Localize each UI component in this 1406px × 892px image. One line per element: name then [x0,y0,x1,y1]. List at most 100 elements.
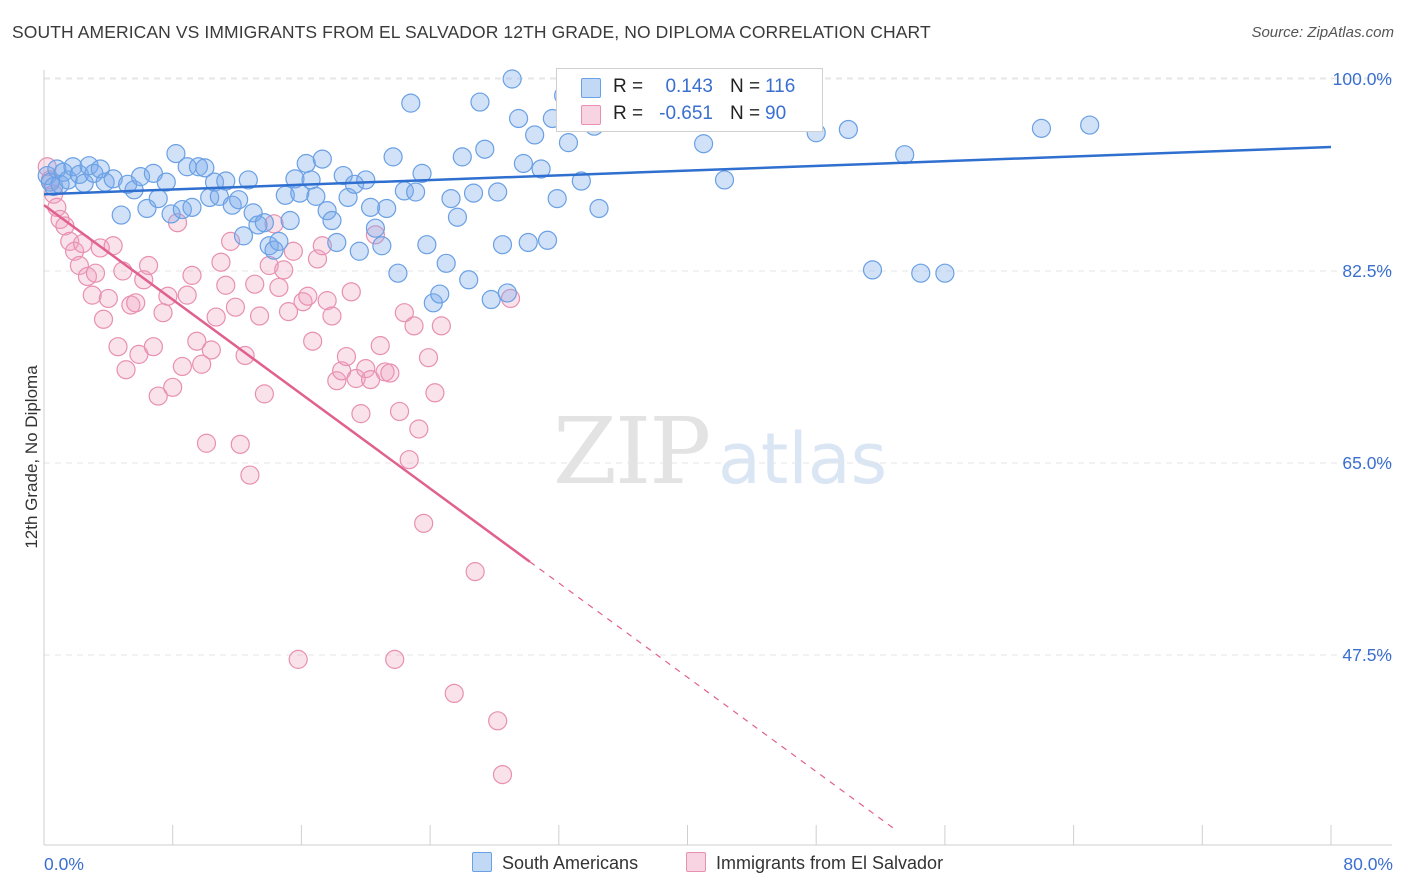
point-el-salvador [153,303,173,323]
stats-legend: R = 0.143 N = 116 R = -0.651 N = 90 [556,68,823,132]
bottom-legend-label: South Americans [502,853,639,873]
series-el-salvador-points [37,157,521,785]
point-south-american [518,232,538,253]
point-south-american [188,157,209,177]
point-south-american [436,253,456,273]
point-el-salvador [108,337,128,357]
point-el-salvador [126,293,146,313]
legend-row-el-salvador: R = -0.651 N = 90 [557,101,822,127]
point-south-american [372,236,392,256]
point-el-salvador [444,683,464,704]
point-el-salvador [488,711,508,731]
point-south-american [360,197,381,217]
trend-layer [43,145,1332,832]
point-el-salvador [278,301,299,322]
point-el-salvador [404,316,424,336]
point-south-american [488,182,508,202]
legend-swatch-blue [581,78,601,98]
point-el-salvador [182,265,202,285]
point-el-salvador [249,306,270,326]
point-el-salvador [245,274,265,294]
point-el-salvador [116,360,136,380]
point-south-american [280,210,300,231]
point-el-salvador [283,241,303,261]
point-el-salvador [201,340,221,360]
point-el-salvador [172,356,192,377]
point-el-salvador [346,368,366,389]
point-south-american [365,218,386,238]
point-el-salvador [409,419,429,439]
point-el-salvador [121,295,141,315]
legend-n-value: 90 [765,103,787,124]
point-el-salvador [465,562,485,582]
point-el-salvador [113,261,133,281]
point-south-american [312,149,332,169]
point-el-salvador [196,433,217,453]
point-south-american [401,93,421,113]
point-el-salvador [418,348,439,368]
point-el-salvador [143,337,163,357]
label-layer: 47.5% 65.0% 82.5% 100.0% 0.0% 80.0% 12th Grade… [22,69,1393,874]
point-south-american [537,230,558,250]
watermark-zip: ZIP [553,398,711,505]
point-south-american [589,198,609,219]
point-el-salvador [425,383,445,403]
point-south-american [1031,118,1052,138]
bottom-legend-label: Immigrants from El Salvador [716,853,944,873]
point-el-salvador [389,401,410,422]
legend-r-label: R = [613,76,644,97]
point-el-salvador [211,252,231,272]
legend-row-south-american: R = 0.143 N = 116 [557,74,822,100]
point-south-american [238,170,258,190]
bottom-legend-south-american: South Americans [472,852,638,874]
point-south-american [412,163,432,183]
point-el-salvador [187,331,207,351]
point-el-salvador [98,288,118,309]
point-south-american [441,188,461,209]
point-el-salvador [351,404,371,424]
trend-line-el-salvador-extension [529,561,897,832]
point-south-american [406,182,426,202]
point-el-salvador [274,260,294,280]
point-south-american [388,263,408,283]
point-south-american [269,231,289,251]
point-el-salvador [312,236,332,256]
point-south-american [161,204,181,224]
point-el-salvador [259,255,279,276]
point-south-american [525,125,545,145]
point-el-salvador [206,307,226,327]
point-el-salvador [327,371,347,391]
y-tick-label: 65.0% [1342,453,1392,473]
point-south-american [862,260,883,280]
point-south-american [296,153,316,174]
point-el-salvador [230,434,250,454]
point-south-american [306,186,326,206]
point-el-salvador [264,214,284,234]
point-south-american [895,145,915,165]
point-el-salvador [288,649,308,669]
point-south-american [285,169,305,189]
point-south-american [301,170,321,190]
point-south-american [531,159,551,179]
point-south-american [459,270,479,290]
point-south-american [103,169,123,189]
point-el-salvador [192,354,212,374]
point-el-salvador [431,316,451,336]
point-south-american [470,92,490,112]
point-el-salvador [298,286,318,306]
point-south-american [558,133,579,153]
point-south-american [447,207,468,227]
point-south-american [1080,115,1100,135]
point-el-salvador [82,285,102,305]
point-el-salvador [64,241,85,261]
chart-title: SOUTH AMERICAN VS IMMIGRANTS FROM EL SAL… [12,22,931,42]
point-el-salvador [93,309,114,329]
legend-n-label: N = [730,76,761,97]
point-south-american [492,235,513,255]
point-south-american [195,158,215,178]
bottom-legend-el-salvador: Immigrants from El Salvador [686,852,943,874]
point-el-salvador [254,384,274,404]
point-el-salvador [380,363,400,383]
point-el-salvador [500,288,521,309]
legend-r-label: R = [613,103,644,124]
